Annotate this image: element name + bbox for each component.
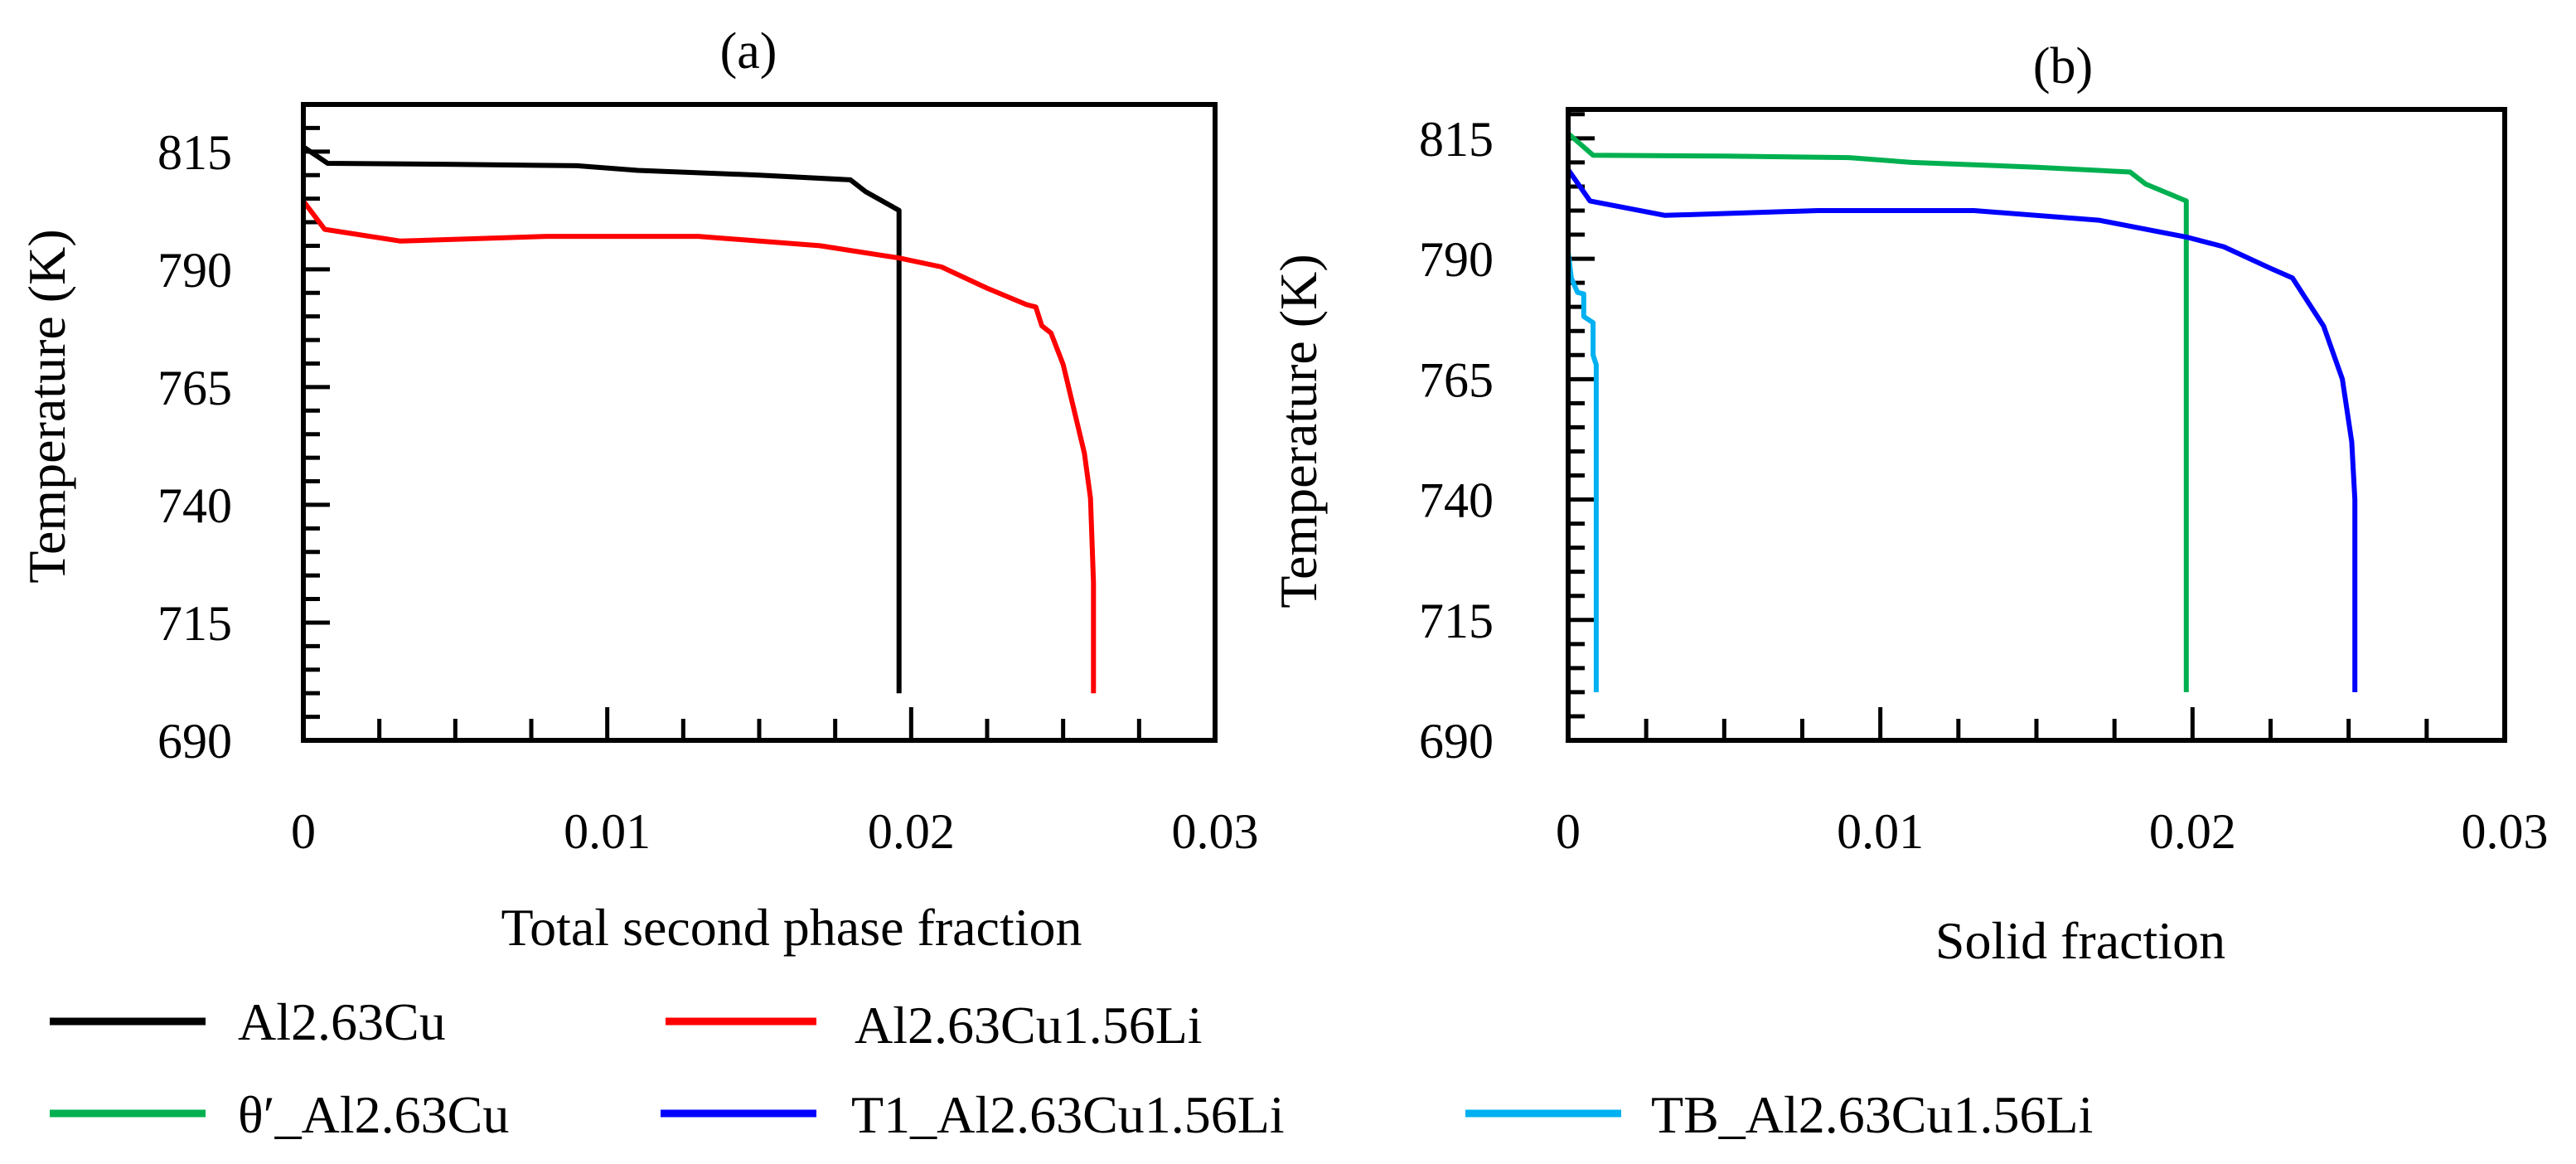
panel-b-title: (b) bbox=[2033, 38, 2093, 95]
panel-b-plot-frame bbox=[1566, 107, 2507, 743]
panel-b: (b) Temperature (K) Solid fraction 0 0.01… bbox=[1269, 38, 2549, 970]
panel-b-series-t1-al2-63cu1-56li bbox=[1566, 167, 2358, 692]
panel-a-series-al2-63cu bbox=[302, 144, 902, 694]
panel-a-y-tick-label: 715 bbox=[157, 596, 232, 651]
panel-b-y-axis-label: Temperature (K) bbox=[1269, 254, 1328, 608]
panel-b-x-tick-label: 0.01 bbox=[1837, 804, 1924, 859]
legend: Al2.63Cu Al2.63Cu1.56Li θ′_Al2.63Cu T1_A… bbox=[50, 992, 2093, 1144]
panel-b-y-tick-label: 715 bbox=[1419, 594, 1494, 648]
panel-b-series-tb-al2-63cu1-56li bbox=[1566, 251, 1599, 692]
panel-b-y-tick-label: 690 bbox=[1419, 714, 1494, 769]
legend-label-theta-prime: θ′_Al2.63Cu bbox=[238, 1085, 509, 1144]
panel-b-x-tick-label: 0.03 bbox=[2462, 804, 2549, 859]
legend-label-t1: T1_Al2.63Cu1.56Li bbox=[851, 1085, 1285, 1144]
legend-label-al263cu: Al2.63Cu bbox=[238, 992, 446, 1051]
legend-label-al263cu156li: Al2.63Cu1.56Li bbox=[855, 996, 1203, 1055]
panel-a-x-axis-label: Total second phase fraction bbox=[501, 898, 1082, 957]
panel-b-y-tick-label: 815 bbox=[1419, 112, 1494, 167]
panel-a-x-tick-label: 0.01 bbox=[564, 804, 651, 859]
panel-b-x-axis-label: Solid fraction bbox=[1935, 911, 2225, 970]
panel-a-y-tick-label: 765 bbox=[157, 361, 232, 415]
panel-a-title: (a) bbox=[720, 23, 777, 80]
panel-a-x-tick-label: 0.03 bbox=[1172, 804, 1259, 859]
panel-a-x-tick-label: 0 bbox=[291, 804, 316, 859]
panel-a-y-tick-label: 690 bbox=[157, 714, 232, 769]
panel-b-y-tick-label: 765 bbox=[1419, 352, 1494, 407]
panel-a-plot-frame bbox=[301, 102, 1218, 743]
panel-b-y-tick-label: 790 bbox=[1419, 232, 1494, 287]
panel-a-y-tick-label: 815 bbox=[157, 125, 232, 180]
panel-b-series--al2-63cu bbox=[1566, 131, 2189, 692]
panel-a-y-axis-label: Temperature (K) bbox=[17, 229, 76, 583]
panel-a-y-tick-label: 740 bbox=[157, 478, 232, 533]
panel-b-y-tick-label: 740 bbox=[1419, 473, 1494, 528]
panel-b-x-tick-label: 0.02 bbox=[2149, 804, 2236, 859]
panel-b-x-tick-label: 0 bbox=[1556, 804, 1581, 859]
panel-a: (a) Temperature (K) Total second phase f… bbox=[17, 23, 1259, 957]
panel-a-series-al2-63cu1-56li bbox=[301, 199, 1097, 694]
panel-a-y-tick-label: 790 bbox=[157, 243, 232, 298]
panel-a-x-tick-label: 0.02 bbox=[868, 804, 955, 859]
legend-label-tb: TB_Al2.63Cu1.56Li bbox=[1651, 1085, 2093, 1144]
